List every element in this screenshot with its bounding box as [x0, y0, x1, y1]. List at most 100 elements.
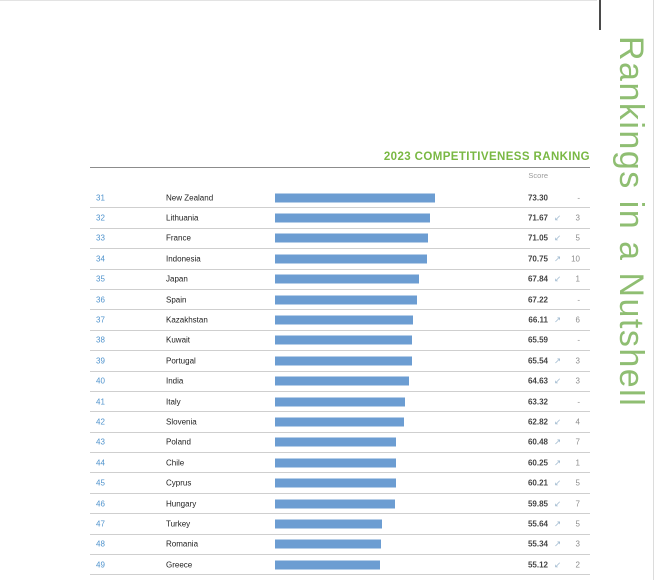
country-cell: Kazakhstan: [166, 315, 208, 325]
country-cell: Romania: [166, 539, 199, 549]
rank-cell: 36: [96, 295, 105, 305]
score-cell: 63.32: [527, 397, 548, 407]
country-cell: Kuwait: [166, 335, 191, 345]
country-cell: Chile: [166, 458, 185, 468]
section-header: 2023 COMPETITIVENESS RANKING: [90, 140, 590, 168]
table-row: 36 Spain 67.22 -: [90, 290, 590, 311]
country-cell: France: [166, 233, 191, 243]
country-cell: Indonesia: [166, 254, 201, 264]
table-row: 48 Romania 55.34 ↗ 3: [90, 535, 590, 556]
country-cell: Italy: [166, 397, 181, 407]
table-row: 38 Kuwait 65.59 -: [90, 331, 590, 352]
top-edge-line: [0, 0, 597, 1]
score-bar: [275, 499, 395, 509]
rank-cell: 45: [96, 478, 105, 488]
rank-cell: 37: [96, 315, 105, 325]
score-cell: 60.48: [527, 437, 548, 447]
rank-cell: 35: [96, 274, 105, 284]
change-cell: -: [577, 397, 580, 407]
table-row: 39 Portugal 65.54 ↗ 3: [90, 351, 590, 372]
change-cell: 5: [575, 519, 580, 529]
change-cell: 1: [575, 274, 580, 284]
change-cell: 7: [575, 499, 580, 509]
rank-cell: 32: [96, 213, 105, 223]
change-cell: -: [577, 335, 580, 345]
score-bar: [275, 417, 404, 427]
country-cell: Turkey: [166, 519, 191, 529]
change-cell: 3: [575, 376, 580, 386]
ranking-table: 31 New Zealand 73.30-32 Lithuania 71.67 ↙ 3 33 F…: [90, 188, 590, 580]
table-row: 34 Indonesia 70.75 ↗ 10: [90, 249, 590, 270]
country-cell: Poland: [166, 437, 191, 447]
country-cell: Spain: [166, 295, 187, 305]
score-cell: 65.59: [527, 335, 548, 345]
table-row: 44 Chile 60.25 ↗ 1: [90, 453, 590, 474]
score-cell: 55.34: [527, 539, 548, 549]
score-cell: 55.12: [527, 560, 548, 570]
score-bar: [275, 193, 435, 203]
change-cell: 4: [575, 417, 580, 427]
change-up-icon: ↗: [554, 355, 562, 366]
score-cell: 66.11: [528, 315, 548, 325]
change-down-icon: ↙: [554, 559, 562, 570]
rank-cell: 34: [96, 254, 105, 264]
page-title: 2023 COMPETITIVENESS RANKING: [383, 151, 590, 163]
score-bar: [275, 233, 429, 243]
score-bar: [275, 397, 405, 407]
rank-cell: 47: [96, 519, 105, 529]
right-edge-line: [653, 0, 654, 580]
rank-cell: 33: [96, 233, 105, 243]
rank-cell: 44: [96, 458, 105, 468]
country-cell: Lithuania: [166, 213, 199, 223]
change-up-icon: ↗: [554, 518, 562, 529]
change-up-icon: ↗: [554, 538, 562, 549]
country-cell: Portugal: [166, 356, 196, 366]
country-cell: New Zealand: [166, 193, 214, 203]
rank-cell: 46: [96, 499, 105, 509]
score-cell: 70.75: [527, 254, 548, 264]
change-cell: 6: [575, 315, 580, 325]
change-cell: 3: [575, 539, 580, 549]
score-bar: [275, 295, 417, 305]
table-row: 37 Kazakhstan 66.11 ↗ 6: [90, 310, 590, 331]
change-up-icon: ↗: [554, 436, 562, 447]
country-cell: Cyprus: [166, 478, 192, 488]
country-cell: Hungary: [166, 499, 197, 509]
score-bar: [275, 254, 428, 264]
rank-cell: 41: [96, 397, 105, 407]
score-bar: [275, 478, 396, 488]
change-down-icon: ↙: [554, 232, 562, 243]
change-cell: 3: [575, 356, 580, 366]
score-bar: [275, 274, 419, 284]
change-down-icon: ↙: [554, 477, 562, 488]
change-cell: 1: [575, 458, 580, 468]
score-bar: [275, 376, 409, 386]
table-row: 50Croatia54.93↙4: [90, 575, 590, 580]
score-bar: [275, 539, 381, 549]
score-bar: [275, 437, 397, 447]
change-cell: 5: [575, 478, 580, 488]
score-cell: 71.05: [527, 233, 548, 243]
change-up-icon: ↗: [554, 314, 562, 325]
country-cell: India: [166, 376, 184, 386]
score-bar: [275, 356, 412, 366]
score-cell: 64.63: [527, 376, 548, 386]
table-row: 32 Lithuania 71.67 ↙ 3: [90, 208, 590, 229]
change-down-icon: ↙: [554, 273, 562, 284]
score-bar: [275, 315, 414, 325]
change-cell: -: [577, 193, 580, 203]
country-cell: Slovenia: [166, 417, 197, 427]
score-cell: 67.84: [527, 274, 548, 284]
table-row: 31 New Zealand 73.30 -: [90, 188, 590, 209]
rank-cell: 31: [96, 193, 105, 203]
table-row: 33 France 71.05 ↙ 5: [90, 229, 590, 250]
change-up-icon: ↗: [554, 457, 562, 468]
score-bar: [275, 560, 381, 570]
rank-cell: 42: [96, 417, 105, 427]
rank-cell: 48: [96, 539, 105, 549]
rank-cell: 49: [96, 560, 105, 570]
score-cell: 67.22: [527, 295, 548, 305]
score-bar: [275, 213, 430, 223]
change-cell: 2: [575, 560, 580, 570]
